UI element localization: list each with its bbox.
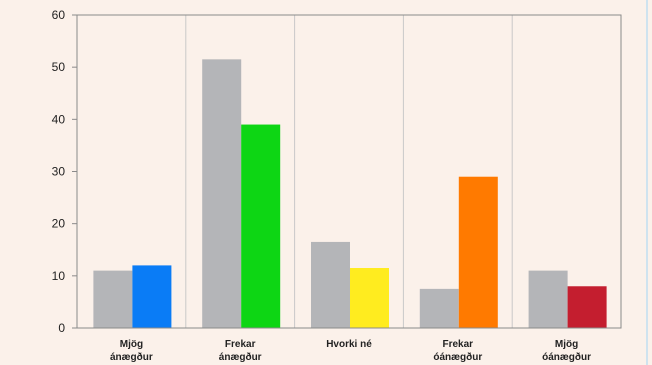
y-tick-label: 10 (52, 269, 66, 283)
x-category-label-line: Frekar (225, 339, 256, 350)
axes-layer (72, 14, 622, 329)
bar (93, 270, 133, 328)
x-category-label-line: óánægður (433, 351, 482, 363)
x-category-label: Frekar ánægður (219, 339, 262, 363)
y-tick-label: 0 (58, 321, 65, 335)
x-category-label: Hvorki né (326, 339, 372, 350)
bar (202, 59, 242, 328)
x-category-label: Mjög óánægður (542, 339, 591, 363)
x-category-label-line: Mjög (120, 339, 143, 350)
y-tick-label: 60 (52, 8, 66, 22)
y-tick-label: 30 (52, 165, 66, 179)
x-category-label: Frekar óánægður (433, 339, 482, 363)
bar (241, 124, 281, 328)
x-category-label: Mjög ánægður (110, 339, 153, 363)
x-category-label-line: óánægður (542, 351, 591, 363)
x-category-label-line: ánægður (219, 351, 262, 363)
bar (132, 265, 172, 328)
bar (311, 241, 350, 328)
bar (567, 286, 607, 328)
bar (528, 270, 568, 328)
y-tick-label: 40 (52, 112, 66, 126)
grid-layer (185, 15, 513, 328)
x-category-label-line: ánægður (110, 351, 153, 363)
x-category-label-line: Frekar (443, 339, 474, 350)
y-tick-label: 50 (52, 60, 66, 74)
x-category-label-line: Hvorki né (326, 339, 372, 350)
bar (350, 268, 389, 328)
y-tick-label: 20 (52, 217, 66, 231)
x-category-label-line: Mjög (555, 339, 578, 350)
bars-layer (93, 59, 607, 328)
right-edge-line (646, 0, 648, 365)
bar (458, 176, 498, 328)
bar (419, 288, 459, 328)
